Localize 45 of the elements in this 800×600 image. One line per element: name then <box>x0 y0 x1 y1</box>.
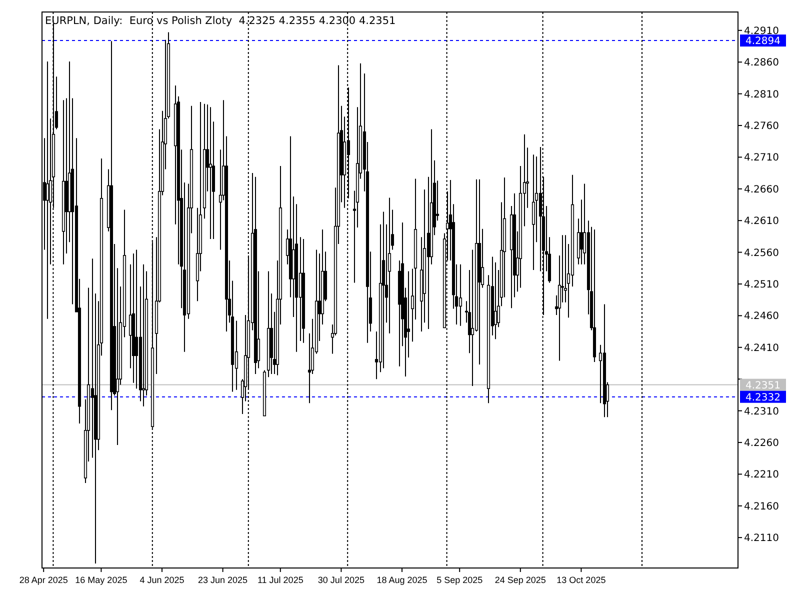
y-tick-label: 4.2910 <box>744 26 779 37</box>
x-tick-label: 5 Sep 2025 <box>436 575 483 585</box>
y-tick-label: 4.2660 <box>744 184 779 196</box>
x-tick-label: 16 May 2025 <box>75 575 128 585</box>
y-tick-label: 4.2260 <box>744 438 779 449</box>
y-tick-label: 4.2860 <box>744 58 779 69</box>
y-tick-label: 4.2310 <box>744 406 779 418</box>
candlestick <box>580 199 584 265</box>
candlestick <box>406 270 410 358</box>
ref-line-label: 4.2351 <box>746 380 780 392</box>
candlestick <box>388 197 392 334</box>
candlestick <box>46 60 50 320</box>
x-tick-label: 24 Sep 2025 <box>494 575 546 585</box>
x-tick-label: 28 Apr 2025 <box>19 575 68 585</box>
candlestick <box>494 262 498 340</box>
candlestick <box>532 154 536 271</box>
y-tick-label: 4.2160 <box>744 501 779 512</box>
x-tick-label: 13 Oct 2025 <box>556 575 606 585</box>
y-tick-label: 4.2760 <box>744 120 779 132</box>
candlestick <box>426 176 430 330</box>
x-tick-label: 18 Aug 2025 <box>376 575 428 585</box>
candlestick <box>598 344 602 404</box>
y-tick-label: 4.2560 <box>744 248 779 259</box>
x-tick-label: 11 Jul 2025 <box>257 575 304 585</box>
candlestick <box>128 264 132 369</box>
candlestick <box>234 320 238 390</box>
candlestick <box>134 249 138 390</box>
y-tick-label: 4.2610 <box>744 216 779 228</box>
y-tick-label: 4.2210 <box>744 470 779 481</box>
y-tick-label: 4.2510 <box>744 279 779 290</box>
ref-line-label: 4.2894 <box>746 36 780 48</box>
y-tick-label: 4.2110 <box>744 533 779 544</box>
y-tick-label: 4.2460 <box>744 311 779 322</box>
y-tick-label: 4.2710 <box>744 152 779 164</box>
chart-title: EURPLN, Daily: Euro vs Polish Zloty 4.2325 4.2355 4.2300 4.2351 <box>45 15 396 27</box>
x-tick-label: 4 Jun 2025 <box>140 575 184 585</box>
candlestick <box>208 106 212 240</box>
x-tick-label: 30 Jul 2025 <box>318 575 364 585</box>
y-tick-label: 4.2410 <box>744 342 779 354</box>
y-tick-label: 4.2810 <box>744 89 779 100</box>
ref-line-label: 4.2332 <box>746 392 780 404</box>
candlestick <box>116 268 120 446</box>
candlestick <box>458 264 462 326</box>
x-tick-label: 23 Jun 2025 <box>198 575 248 585</box>
candlestick <box>142 264 146 407</box>
